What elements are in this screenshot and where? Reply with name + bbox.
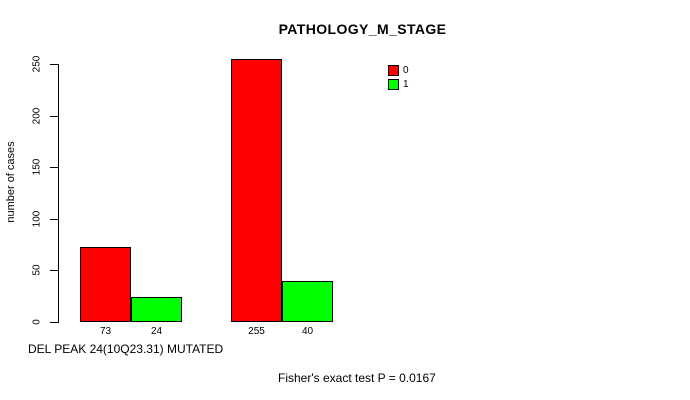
- legend-swatch: [388, 65, 399, 76]
- bar-series-1-group-1: [131, 297, 182, 322]
- x-axis-label: DEL PEAK 24(10Q23.31) MUTATED: [28, 342, 224, 356]
- y-tick: [50, 219, 58, 220]
- legend-entry: 0: [388, 64, 409, 77]
- y-tick: [50, 64, 58, 65]
- legend-label: 1: [403, 79, 409, 90]
- y-tick-label: 200: [31, 107, 43, 125]
- chart-title: PATHOLOGY_M_STAGE: [278, 21, 447, 37]
- y-axis-line: [58, 64, 59, 323]
- y-tick: [50, 116, 58, 117]
- y-axis-label: number of cases: [5, 141, 17, 223]
- bar-value-label: 24: [150, 326, 163, 337]
- y-tick: [50, 270, 58, 271]
- y-tick-label: 250: [31, 55, 43, 73]
- bar-value-label: 73: [99, 326, 112, 337]
- legend-swatch: [388, 79, 399, 90]
- y-tick: [50, 167, 58, 168]
- bar-series-1-group-2: [282, 281, 333, 322]
- y-tick: [50, 322, 58, 323]
- bar-series-0-group-1: [80, 247, 131, 322]
- bar-value-label: 40: [301, 326, 314, 337]
- y-tick-label: 0: [31, 319, 43, 325]
- bar-value-label: 255: [248, 326, 265, 337]
- legend-entry: 1: [388, 78, 409, 91]
- y-tick-label: 150: [31, 158, 43, 176]
- bar-series-0-group-2: [231, 59, 282, 322]
- y-tick-label: 100: [31, 210, 43, 228]
- legend-label: 0: [403, 65, 409, 76]
- fisher-test-annotation: Fisher's exact test P = 0.0167: [278, 371, 436, 385]
- y-tick-label: 50: [31, 264, 43, 276]
